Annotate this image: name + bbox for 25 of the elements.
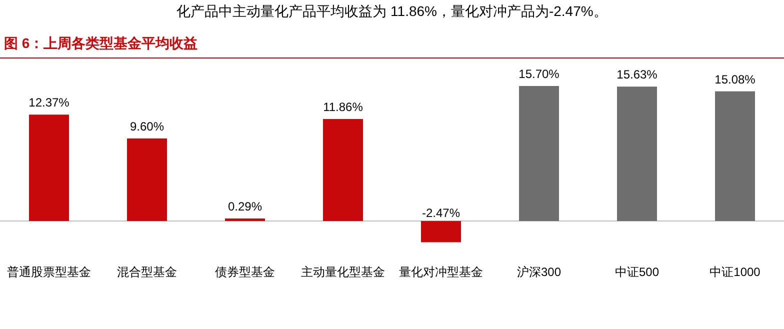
x-tick-label: 主动量化型基金 (301, 265, 385, 279)
x-tick-label: 混合型基金 (117, 265, 177, 279)
data-label: 9.60% (130, 119, 164, 134)
data-label: 15.63% (616, 68, 658, 82)
bar (323, 119, 363, 221)
bar (29, 114, 69, 221)
bar (519, 86, 559, 221)
bar (617, 86, 657, 221)
data-label: 11.86% (323, 100, 364, 114)
bar (127, 138, 167, 221)
data-label: 12.37% (28, 96, 70, 110)
x-tick-label: 普通股票型基金 (7, 265, 91, 279)
bar (715, 91, 755, 221)
text: 化产品中主动量化产品平均收益为 11.86%，量化对冲产品为-2.47%。 (176, 3, 608, 19)
x-tick-label: 中证1000 (710, 265, 761, 279)
chart-title: 图 6：上周各类型基金平均收益 (4, 35, 198, 51)
x-tick-label: 量化对冲型基金 (399, 265, 483, 279)
data-label: 15.70% (518, 67, 560, 81)
data-label: 15.08% (714, 72, 756, 86)
x-tick-label: 债券型基金 (215, 265, 275, 279)
x-tick-label: 沪深300 (516, 265, 562, 279)
data-label: 0.29% (228, 200, 262, 214)
x-tick-label: 中证500 (614, 265, 660, 279)
data-label: -2.47% (422, 206, 460, 220)
bar (421, 221, 461, 242)
